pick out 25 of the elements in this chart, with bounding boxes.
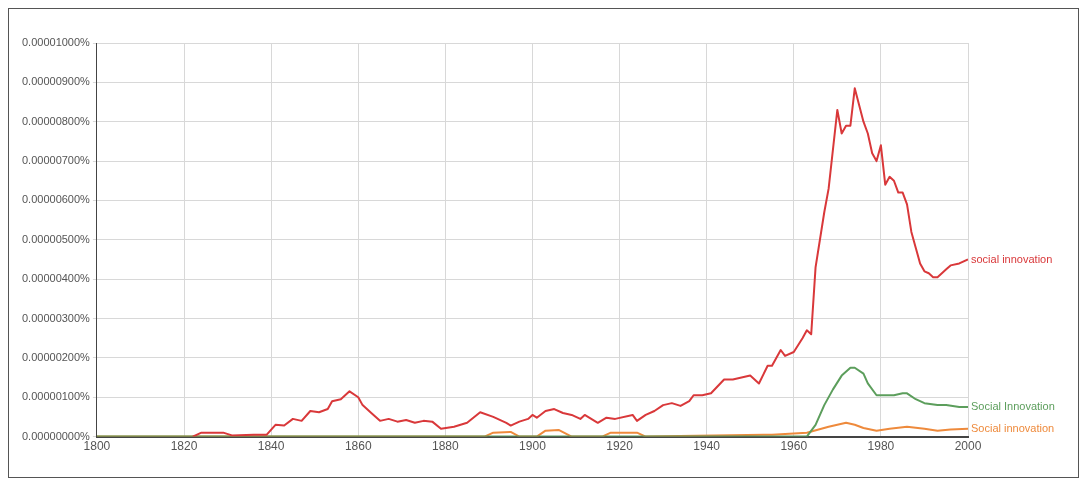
- y-tick-label: 0.00001000%: [21, 36, 91, 49]
- x-tick-label: 1980: [867, 439, 895, 454]
- y-tick-label: 0.00000500%: [21, 232, 91, 245]
- series-label: Social Innovation: [971, 400, 1055, 413]
- x-tick-label: 1840: [257, 439, 285, 454]
- y-tick-label: 0.00000900%: [21, 75, 91, 88]
- series-label: social innovation: [971, 252, 1053, 265]
- y-tick-label: 0.00000400%: [21, 272, 91, 285]
- y-tick-label: 0.00000200%: [21, 350, 91, 363]
- x-tick-label: 1820: [170, 439, 198, 454]
- y-tick-label: 0.00000800%: [21, 114, 91, 127]
- x-tick-label: 1920: [606, 439, 634, 454]
- y-tick-label: 0.00000000%: [21, 429, 91, 442]
- x-tick-label: 1900: [519, 439, 547, 454]
- y-tick-label: 0.00000100%: [21, 390, 91, 403]
- x-tick-label: 1800: [83, 439, 111, 454]
- x-tick-label: 1940: [693, 439, 721, 454]
- y-tick-label: 0.00000600%: [21, 193, 91, 206]
- y-tick-label: 0.00000300%: [21, 311, 91, 324]
- x-tick-label: 2000: [954, 439, 982, 454]
- x-tick-label: 1960: [780, 439, 808, 454]
- series-label: Social innovation: [971, 421, 1055, 434]
- x-tick-label: 1880: [431, 439, 460, 454]
- y-tick-label: 0.00000700%: [21, 154, 91, 167]
- x-tick-label: 1860: [344, 439, 372, 454]
